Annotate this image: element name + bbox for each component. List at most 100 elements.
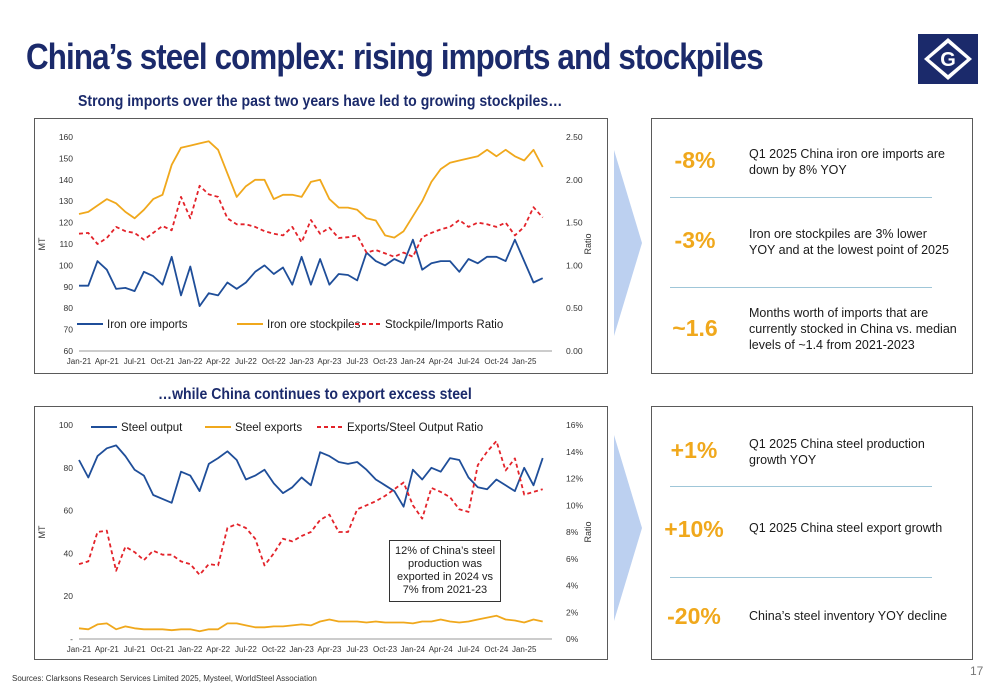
stat-value: ~1.6 [672, 315, 718, 341]
y2-tick-label: 14% [566, 447, 583, 457]
x-tick-label: Oct-24 [484, 645, 509, 654]
y2-tick-label: 2.50 [566, 132, 583, 142]
divider [670, 577, 932, 578]
x-tick-label: Oct-23 [373, 645, 398, 654]
bottom-arrow-icon [614, 435, 642, 621]
legend-label: Iron ore imports [107, 319, 188, 331]
x-tick-label: Oct-23 [373, 357, 398, 366]
x-tick-label: Jan-23 [289, 357, 314, 366]
x-tick-label: Jan-21 [67, 357, 92, 366]
y2-tick-label: 1.50 [566, 218, 583, 228]
y-tick-label: 20 [64, 591, 74, 601]
x-tick-label: Jan-25 [512, 357, 537, 366]
y2-tick-label: 0.50 [566, 303, 583, 313]
company-logo: G [918, 34, 978, 84]
y2-tick-label: 2% [566, 607, 579, 617]
legend-label: Steel output [121, 422, 183, 434]
top-chart-panel: 60 70 80 90 100 110 120 130 140 150 160 0.00 0.50 1.0… [34, 118, 608, 374]
y-tick-label: 160 [59, 132, 73, 142]
legend-label: Stockpile/Imports Ratio [385, 319, 503, 331]
series-line-0 [78, 444, 544, 508]
stat-value: -3% [674, 227, 716, 253]
bottom-chart-subtitle: …while China continues to export excess … [158, 386, 472, 403]
x-tick-label: Jul-22 [235, 645, 257, 654]
stat-value: -20% [667, 603, 721, 629]
x-tick-label: Apr-24 [429, 357, 454, 366]
export-share-annotation: 12% of China’s steel production was expo… [389, 540, 501, 602]
y2-tick-label: 4% [566, 581, 579, 591]
y2-tick-label: 0% [566, 634, 579, 644]
series-line-1 [78, 614, 543, 633]
x-tick-label: Apr-21 [95, 357, 120, 366]
x-tick-label: Jul-21 [124, 357, 146, 366]
y-tick-label: 70 [64, 325, 74, 335]
y-tick-label: 140 [59, 175, 73, 185]
y2-tick-label: 0.00 [566, 346, 583, 356]
x-tick-label: Jan-21 [67, 645, 92, 654]
y-axis-label: MT [37, 237, 47, 250]
y-tick-label: 150 [59, 153, 73, 163]
x-tick-label: Jan-25 [512, 645, 537, 654]
y2-axis-label: Ratio [583, 521, 593, 542]
x-tick-label: Jan-22 [178, 357, 203, 366]
x-tick-label: Oct-21 [150, 645, 175, 654]
iron-ore-chart: 60 70 80 90 100 110 120 130 140 150 160 0.00 0.50 1.0… [37, 132, 593, 366]
y-tick-label: 130 [59, 196, 73, 206]
stat-value: +10% [664, 516, 724, 542]
x-tick-label: Apr-24 [429, 645, 454, 654]
y2-tick-label: 16% [566, 420, 583, 430]
y-tick-label: 60 [64, 506, 74, 516]
stat-description: Iron ore stockpiles are 3% lower YOY and… [749, 227, 949, 257]
page-number: 17 [970, 664, 984, 678]
x-tick-label: Jan-24 [401, 357, 426, 366]
x-tick-label: Jul-23 [346, 645, 368, 654]
legend-label: Exports/Steel Output Ratio [347, 422, 483, 434]
series-line-2 [78, 440, 543, 576]
y-tick-label: 120 [59, 218, 73, 228]
y-tick-label: 40 [64, 548, 74, 558]
divider [670, 287, 932, 288]
stat-value: +1% [670, 437, 718, 463]
y-tick-label: 80 [64, 463, 74, 473]
y-tick-label: - [70, 634, 73, 644]
bottom-chart-panel: - 20 40 60 80 100 0% 2% 4% 6% 8% 10% 12% 14% 16% Jan-21… [34, 406, 608, 660]
x-tick-label: Apr-22 [206, 357, 231, 366]
x-tick-label: Oct-22 [262, 645, 287, 654]
x-tick-label: Jan-23 [289, 645, 314, 654]
x-tick-label: Jul-22 [235, 357, 257, 366]
y-tick-label: 110 [59, 239, 73, 249]
stat-description: Months worth of imports that are current… [749, 306, 957, 352]
divider [670, 486, 932, 487]
page-title: China’s steel complex: rising imports an… [26, 36, 764, 77]
legend-label: Iron ore stockpiles [267, 319, 361, 331]
y2-axis-label: Ratio [583, 233, 593, 254]
y2-tick-label: 10% [566, 500, 583, 510]
stat-description: Q1 2025 China iron ore imports are down … [749, 147, 945, 177]
top-stats-panel: -8% Q1 2025 China iron ore imports are d… [651, 118, 973, 374]
y-tick-label: 80 [64, 303, 74, 313]
x-tick-label: Jan-24 [401, 645, 426, 654]
bottom-stats-panel: +1% Q1 2025 China steel production growt… [651, 406, 973, 660]
x-tick-label: Jan-22 [178, 645, 203, 654]
y-axis-label: MT [37, 525, 47, 538]
stat-description: Q1 2025 China steel export growth [749, 521, 943, 535]
y2-tick-label: 8% [566, 527, 579, 537]
divider [670, 197, 932, 198]
y2-tick-label: 6% [566, 554, 579, 564]
y2-tick-label: 1.00 [566, 260, 583, 270]
source-note: Sources: Clarksons Research Services Lim… [12, 674, 317, 683]
legend-label: Steel exports [235, 422, 302, 434]
series-line-2 [78, 184, 544, 258]
stat-value: -8% [674, 147, 716, 173]
series-line-0 [79, 238, 544, 308]
y-tick-label: 60 [64, 346, 74, 356]
y-tick-label: 100 [59, 260, 73, 270]
x-tick-label: Oct-21 [150, 357, 175, 366]
top-arrow-icon [614, 150, 642, 336]
x-tick-label: Jul-24 [458, 357, 480, 366]
x-tick-label: Apr-21 [95, 645, 120, 654]
y-tick-label: 100 [59, 420, 73, 430]
x-tick-label: Apr-23 [317, 645, 342, 654]
x-tick-label: Jul-24 [458, 645, 480, 654]
stat-description: China’s steel inventory YOY decline [749, 609, 948, 623]
